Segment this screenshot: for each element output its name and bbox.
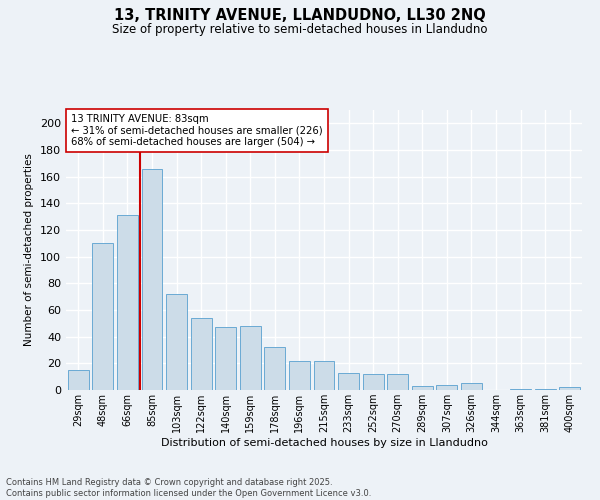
Bar (559, 388, 580, 390)
X-axis label: Distribution of semi-detached houses by size in Llandudno: Distribution of semi-detached houses by … (161, 438, 487, 448)
Bar (461, 384, 482, 390)
Bar (412, 386, 433, 390)
Bar (535, 388, 556, 390)
Bar (117, 216, 138, 390)
Bar (510, 388, 531, 390)
Text: Size of property relative to semi-detached houses in Llandudno: Size of property relative to semi-detach… (112, 22, 488, 36)
Bar (436, 384, 457, 390)
Bar (166, 294, 187, 390)
Text: 13, TRINITY AVENUE, LLANDUDNO, LL30 2NQ: 13, TRINITY AVENUE, LLANDUDNO, LL30 2NQ (114, 8, 486, 22)
Bar (338, 372, 359, 390)
Bar (142, 168, 163, 390)
Bar (215, 328, 236, 390)
Bar (68, 370, 89, 390)
Bar (289, 360, 310, 390)
Bar (92, 244, 113, 390)
Bar (265, 348, 286, 390)
Bar (362, 374, 383, 390)
Y-axis label: Number of semi-detached properties: Number of semi-detached properties (25, 154, 34, 346)
Bar (387, 374, 408, 390)
Bar (240, 326, 261, 390)
Bar (314, 360, 334, 390)
Bar (191, 318, 212, 390)
Text: 13 TRINITY AVENUE: 83sqm
← 31% of semi-detached houses are smaller (226)
68% of : 13 TRINITY AVENUE: 83sqm ← 31% of semi-d… (71, 114, 323, 148)
Text: Contains HM Land Registry data © Crown copyright and database right 2025.
Contai: Contains HM Land Registry data © Crown c… (6, 478, 371, 498)
